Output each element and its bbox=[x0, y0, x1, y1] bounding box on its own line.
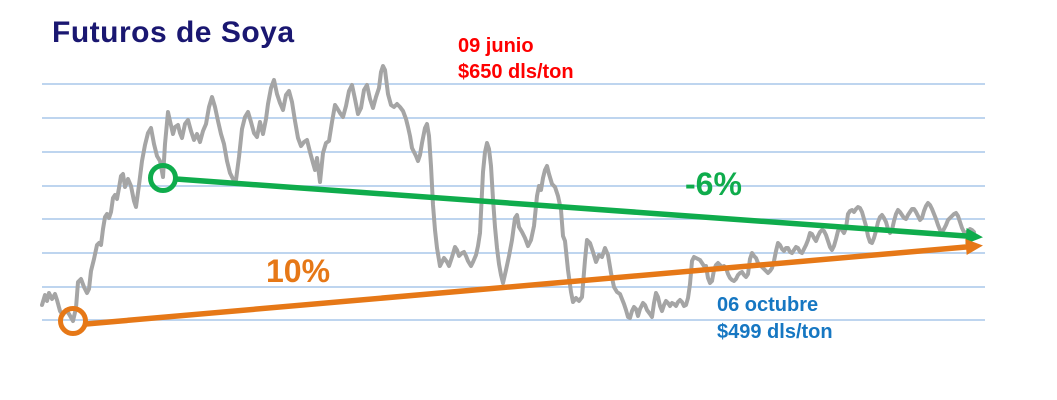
orange-trend-percent-label: 10% bbox=[266, 253, 331, 289]
october-low-date: 06 octubre bbox=[717, 294, 819, 316]
annotation-june-peak: 09 junio $650 dls/ton bbox=[458, 33, 574, 85]
june-peak-date: 09 junio bbox=[458, 35, 534, 57]
orange-trend-start-circle bbox=[58, 306, 88, 336]
chart-title: Futuros de Soya bbox=[52, 16, 295, 49]
price-line bbox=[40, 64, 976, 323]
orange-trend-line bbox=[83, 244, 969, 327]
october-low-price: $499 dls/ton bbox=[717, 321, 833, 343]
orange-trend-arrowhead bbox=[965, 239, 983, 255]
green-trend-percent-label: -6% bbox=[685, 166, 742, 202]
green-trend-line bbox=[173, 176, 969, 239]
june-peak-price: $650 dls/ton bbox=[458, 61, 574, 83]
green-trend-start-circle bbox=[148, 163, 178, 193]
annotation-october-low: 06 octubre $499 dls/ton bbox=[717, 292, 833, 346]
green-trend-arrowhead bbox=[965, 228, 983, 244]
